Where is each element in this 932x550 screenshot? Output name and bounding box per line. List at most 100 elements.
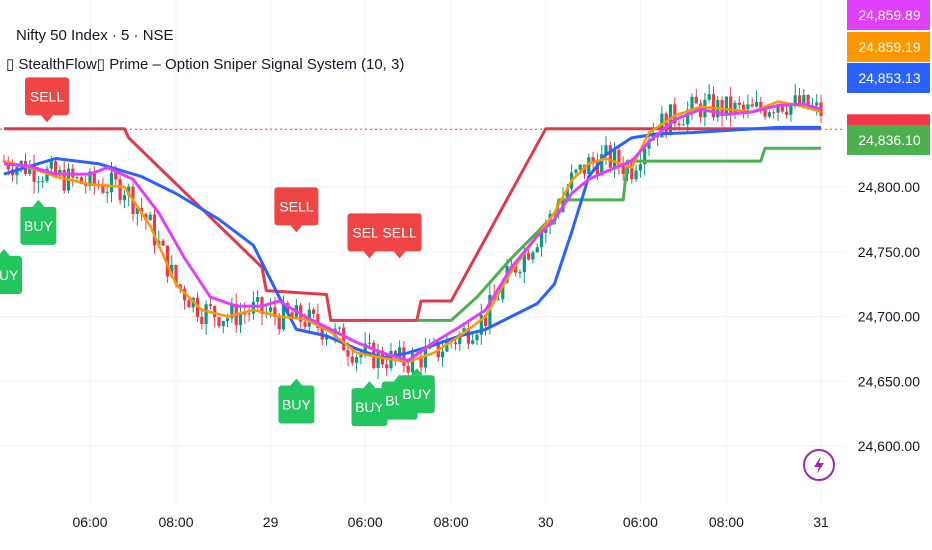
candle-body [677, 123, 681, 126]
candle-body [729, 96, 733, 116]
candle-body [565, 188, 569, 198]
candle-body [453, 342, 458, 345]
candle-body [754, 101, 759, 107]
sell-signal-pointer [290, 225, 303, 233]
price-tag-box [847, 32, 930, 62]
candle-body [28, 165, 32, 175]
candle-body [312, 309, 316, 314]
candle-body [346, 350, 350, 357]
sell-signal: SELL [25, 77, 69, 123]
candle-body [402, 347, 406, 366]
candle-body [114, 172, 118, 180]
buy-signal-box [20, 206, 57, 245]
candle-body [780, 106, 784, 112]
candle-body [445, 341, 449, 352]
candle-body [763, 109, 767, 117]
lightning-bolt-icon[interactable] [803, 449, 835, 481]
price-tag: 24,836.10 [847, 125, 930, 155]
time-tick-label: 06:00 [348, 514, 383, 530]
time-tick-label: 06:00 [623, 514, 658, 530]
candle-body [58, 169, 62, 176]
time-tick-label: 06:00 [72, 514, 107, 530]
signal-labels: SELLBUYBUYSELLBUYSELLSELLBUYBUYBUY [0, 77, 435, 427]
candle-body [591, 157, 595, 163]
signal-label-text: SELL [279, 198, 313, 214]
sell-signal-pointer [393, 251, 406, 259]
time-tick-label: 29 [263, 514, 279, 530]
candle-body [522, 252, 526, 273]
candle-body [617, 149, 621, 166]
time-tick-label: 08:00 [434, 514, 469, 530]
candle-body [269, 307, 273, 312]
candle-body [471, 340, 475, 344]
candle-body [350, 356, 354, 363]
sell-signal-box [25, 77, 69, 116]
candle-body [161, 240, 165, 246]
buy-signal-box [278, 385, 315, 424]
sell-signal-box [274, 187, 319, 226]
candle-body [303, 321, 307, 327]
candle-body [118, 179, 122, 201]
price-tag-box [847, 63, 930, 93]
time-tick-label: 08:00 [158, 514, 193, 530]
candle-body [410, 353, 415, 373]
indicator-title[interactable]: ▯ StealthFlow▯ Prime – Option Sniper Sig… [6, 56, 404, 73]
price-tag-text: 24,853.13 [858, 70, 920, 86]
candle-body [200, 316, 204, 325]
candle-body [681, 124, 685, 126]
candle-body [638, 164, 642, 171]
candle-body [152, 214, 157, 246]
candle-body [776, 106, 780, 113]
price-tick-label: 24,700.00 [858, 309, 920, 325]
candle-body [634, 170, 638, 180]
time-axis[interactable]: 06:00 08:00 29 06:00 08:00 30 06:00 08:00 31 [0, 505, 932, 550]
candle-body [213, 306, 217, 318]
candle-body [355, 357, 359, 363]
sell-signal-pointer [363, 251, 376, 259]
buy-signal-box [351, 388, 388, 427]
symbol-title[interactable]: Nifty 50 Index · 5 · NSE [16, 27, 174, 44]
buy-signal: BUY [278, 378, 315, 424]
candle-body [183, 288, 187, 301]
candle-body [630, 163, 634, 180]
signal-label-text: BUY [355, 399, 384, 415]
candle-body [62, 169, 66, 191]
candle-body [92, 171, 96, 185]
candle-body [367, 342, 372, 344]
candle-body [337, 327, 341, 329]
candle-body [187, 300, 191, 308]
candle-body [251, 301, 255, 314]
candle-body [535, 247, 539, 253]
buy-signal: BUY [351, 381, 388, 427]
sell-signal: SELL [274, 187, 319, 233]
buy-signal-pointer [32, 199, 45, 207]
candle-body [737, 102, 741, 105]
candle-body [724, 96, 728, 117]
candle-body [217, 317, 221, 327]
candle-body [806, 95, 810, 109]
fast-average-line [3, 100, 822, 364]
candle-body [54, 161, 58, 176]
price-tag: 24,853.13 [847, 63, 930, 93]
price-tags: 24,859.8924,859.1924,853.1324,844.5524,8… [847, 0, 930, 155]
price-tag-text: 24,836.10 [858, 132, 920, 148]
sell-signal: SELL [377, 213, 422, 259]
candle-body [226, 318, 230, 322]
candle-body [170, 264, 174, 277]
chart-legend[interactable]: Nifty 50 Index · 5 · NSE ▯ StealthFlow▯ … [6, 27, 404, 73]
mid-average-line [3, 102, 822, 362]
candle-body [518, 272, 522, 274]
price-tag-box [847, 0, 930, 30]
candle-body [247, 313, 251, 315]
candle-body [815, 102, 819, 106]
candle-body [707, 94, 711, 100]
candle-body [759, 101, 763, 110]
candle-body [686, 109, 690, 125]
candle-body [75, 177, 79, 179]
candle-body [746, 104, 750, 110]
candle-body [690, 96, 694, 110]
candle-body [595, 162, 599, 175]
candle-body [277, 317, 281, 330]
indicator-lines [3, 100, 822, 364]
